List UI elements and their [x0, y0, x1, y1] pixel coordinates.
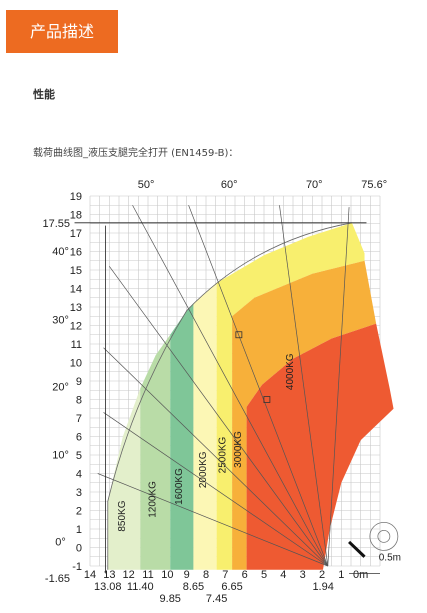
x-axis-tick-label: 1: [338, 569, 344, 581]
chassis-wheel-hub: [377, 529, 391, 543]
boom-angle-line: [103, 347, 329, 567]
boom-angle-line: [97, 473, 328, 567]
boom-angle-line: [103, 412, 328, 567]
x-axis-tick-label: 11: [142, 569, 153, 581]
load-chart: 850KG 1200KG 1600KG 2000KG 2500KG 3000KG 4000K…: [42, 179, 401, 605]
angle-label: 40°: [52, 246, 69, 258]
x-special-label: 13.08: [94, 581, 122, 593]
angle-label: 30°: [52, 315, 69, 327]
outrigger-sketch: [348, 540, 366, 558]
zone-label: 4000KG: [285, 353, 296, 390]
y-axis-tick-label: 18: [70, 210, 82, 222]
y-axis-tick-label: 2: [76, 506, 82, 518]
x-axis-tick-label: 5: [261, 569, 267, 581]
load-zone: [232, 260, 377, 570]
load-zone: [140, 334, 171, 570]
y-special-label: -1.65: [45, 573, 70, 585]
load-zone: [193, 282, 217, 570]
marker-square: [263, 396, 271, 403]
chassis-wheel-sketch: [369, 521, 399, 551]
x-special-label: 7.45: [206, 593, 227, 605]
zone-label: 2500KG: [217, 436, 228, 473]
outer-envelope-arc: [107, 222, 353, 570]
dimension-label: 0.5m: [379, 552, 401, 563]
y-axis-tick-label: 11: [71, 339, 82, 351]
x-special-label: 8.65: [183, 581, 204, 593]
angle-label: 20°: [52, 381, 69, 393]
y-axis-tick-label: 0: [76, 543, 82, 555]
y-axis-tick-label: 15: [70, 265, 82, 277]
product-description-tab[interactable]: 产品描述: [6, 10, 118, 53]
angle-label: 70°: [306, 179, 323, 191]
angle-label: 50°: [138, 179, 155, 191]
angle-label: 60°: [221, 179, 238, 191]
x-axis-tick-label: 14: [84, 569, 96, 581]
y-axis-tick-label: 12: [70, 321, 82, 333]
y-axis-tick-label: 19: [70, 191, 82, 203]
angle-label: 75.6°: [361, 179, 387, 191]
zone-label: 2000KG: [198, 451, 209, 488]
y-special-label: 17.55: [42, 218, 70, 230]
y-axis-tick-label: 17: [70, 228, 82, 240]
x-special-label: 9.85: [160, 593, 181, 605]
y-axis-tick-label: 7: [76, 413, 82, 425]
chart-caption: 载荷曲线图_液压支腿完全打开 (EN1459-B)：: [33, 148, 239, 159]
y-axis-tick-label: 10: [70, 358, 82, 370]
y-axis-tick-label: 4: [76, 469, 82, 481]
boom-angle-line: [327, 207, 350, 567]
y-axis-tick-label: 8: [76, 395, 82, 407]
y-axis-tick-label: 9: [76, 376, 82, 388]
x-axis-tick-label: 8: [203, 569, 209, 581]
x-axis-tick-label: 13: [103, 569, 115, 581]
section-title: 性能: [33, 88, 55, 101]
load-zone: [170, 303, 194, 570]
zone-label: 850KG: [117, 500, 128, 531]
x-axis-tick-label: 4: [280, 569, 286, 581]
load-zone: [246, 323, 394, 570]
marker-square: [235, 331, 243, 339]
y-axis-tick-label: 13: [70, 302, 82, 314]
x-axis-tick-label: 9: [184, 569, 190, 581]
x-special-label: 11.40: [127, 581, 154, 593]
y-axis-tick-label: -1: [72, 561, 82, 573]
x-axis-tick-label: 0m: [353, 569, 368, 581]
y-axis-tick-label: 3: [76, 487, 82, 499]
x-axis-tick-label: 6: [242, 569, 248, 581]
zone-label: 1600KG: [174, 468, 185, 505]
load-zone: [216, 222, 365, 570]
y-axis-tick-label: 6: [76, 432, 82, 444]
x-axis-tick-label: 3: [300, 569, 306, 581]
load-zone: [107, 388, 141, 570]
x-axis-tick-label: 12: [123, 569, 135, 581]
y-axis-tick-label: 16: [70, 247, 82, 259]
angle-label: 0°: [55, 537, 66, 549]
y-axis-tick-label: 5: [76, 450, 82, 462]
x-axis-tick-label: 7: [222, 569, 228, 581]
zone-label: 3000KG: [233, 431, 244, 468]
boom-angle-line: [109, 266, 329, 567]
x-axis-tick-label: 10: [161, 569, 173, 581]
x-special-label: 1.94: [312, 581, 333, 593]
angle-label: 10°: [52, 450, 69, 462]
y-axis-tick-label: 14: [70, 284, 82, 296]
x-special-label: 6.65: [221, 581, 242, 593]
boom-angle-line: [132, 205, 329, 567]
boom-angle-line: [279, 205, 329, 567]
x-axis-tick-label: 2: [319, 569, 325, 581]
y-axis-tick-label: 1: [76, 524, 82, 536]
zone-label: 1200KG: [148, 481, 159, 518]
boom-angle-line: [188, 205, 329, 567]
